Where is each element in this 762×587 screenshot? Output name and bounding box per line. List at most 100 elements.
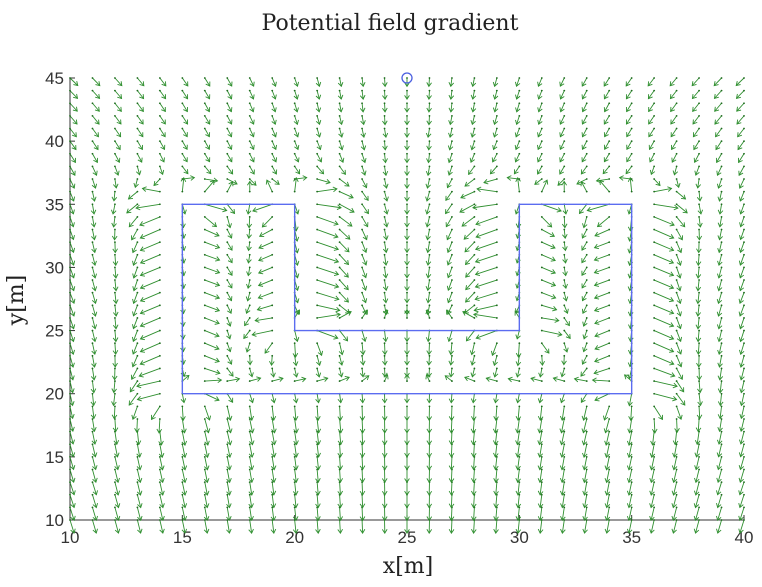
vector-head (493, 465, 499, 471)
vector-head (670, 132, 676, 138)
vector-head (603, 132, 609, 138)
vector-origin-dot (630, 127, 633, 130)
vector-head (333, 270, 340, 277)
vector-head (714, 119, 720, 125)
vector-head (682, 208, 688, 214)
vector-origin-dot (585, 253, 588, 256)
vector-shaft (316, 368, 320, 378)
vector-shaft (255, 317, 273, 322)
vector-head (270, 516, 277, 522)
vector-head (205, 132, 211, 138)
vector-head (648, 119, 653, 125)
vector-origin-dot (428, 241, 431, 244)
vector-head (292, 490, 299, 496)
vector-origin-dot (428, 342, 431, 345)
vector-head (581, 144, 587, 151)
vector-shaft (361, 519, 364, 534)
vector-head (425, 310, 432, 316)
vector-head (717, 362, 723, 368)
vector-shaft (271, 368, 275, 377)
vector-head (717, 426, 723, 433)
vector-head (676, 311, 682, 317)
vector-head (359, 516, 366, 522)
vector-head (447, 157, 453, 164)
vector-shaft (559, 115, 565, 125)
vector-head (337, 516, 343, 522)
vector-shaft (650, 469, 655, 483)
vector-shaft (676, 393, 686, 406)
vector-shaft (316, 166, 324, 175)
vector-origin-dot (743, 178, 745, 180)
vector-shaft (563, 292, 567, 301)
vector-origin-dot (136, 140, 139, 143)
vector-head (559, 398, 566, 404)
vector-origin-dot (271, 481, 274, 484)
vector-shaft (226, 128, 232, 137)
vector-shaft (114, 343, 117, 355)
vector-head (130, 374, 136, 380)
vector-head (675, 182, 681, 189)
vector-shaft (258, 254, 273, 261)
vector-head (323, 376, 329, 382)
vector-head (628, 416, 634, 422)
vector-head (716, 477, 722, 484)
vector-head (515, 372, 521, 378)
vector-head (559, 144, 565, 151)
vector-head (151, 414, 156, 421)
vector-shaft (316, 229, 339, 238)
vector-origin-dot (473, 178, 476, 180)
vector-shaft (594, 241, 610, 249)
vector-head (537, 144, 543, 151)
vector-origin-dot (248, 279, 251, 281)
vector-head (270, 465, 277, 471)
vector-shaft (204, 431, 209, 446)
vector-shaft (692, 90, 700, 99)
vector-head (243, 333, 249, 340)
vector-origin-dot (473, 342, 476, 345)
vector-head (696, 248, 702, 254)
vector-origin-dot (271, 216, 274, 218)
vector-head (677, 248, 683, 254)
vector-shaft (69, 140, 77, 150)
vector-head (248, 398, 255, 404)
vector-origin-dot (248, 367, 251, 370)
vector-origin-dot (653, 216, 656, 218)
vector-head (278, 376, 284, 382)
vector-head (647, 94, 653, 100)
vector-head (344, 181, 350, 187)
vector-head (404, 465, 410, 471)
vector-origin-dot (91, 317, 94, 319)
vector-origin-dot (518, 102, 521, 105)
vector-shaft (361, 115, 365, 125)
vector-origin-dot (91, 165, 94, 168)
vector-origin-dot (248, 443, 251, 446)
vector-shaft (271, 393, 275, 403)
vector-head (137, 515, 143, 522)
vector-head (382, 107, 388, 113)
vector-head (493, 516, 499, 522)
vector-origin-dot (136, 519, 139, 521)
vector-head (361, 336, 367, 343)
vector-head (649, 452, 656, 459)
vector-origin-dot (114, 241, 116, 244)
vector-origin-dot (653, 493, 656, 496)
vector-head (293, 285, 300, 292)
vector-shaft (226, 90, 232, 100)
vector-origin-dot (293, 405, 296, 408)
vector-shaft (204, 128, 210, 137)
vector-head (425, 196, 431, 202)
vector-head (562, 233, 568, 240)
vector-shaft (695, 494, 700, 508)
vector-shaft (672, 494, 678, 508)
vector-origin-dot (383, 114, 386, 117)
vector-origin-dot (495, 253, 498, 256)
vector-origin-dot (158, 89, 161, 92)
vector-origin-dot (675, 455, 678, 458)
vector-origin-dot (69, 367, 71, 370)
vector-head (562, 271, 568, 277)
vector-head (382, 298, 389, 304)
vector-origin-dot (203, 127, 206, 130)
vector-head (649, 465, 655, 471)
vector-shaft (450, 494, 453, 508)
vector-head (131, 349, 138, 355)
